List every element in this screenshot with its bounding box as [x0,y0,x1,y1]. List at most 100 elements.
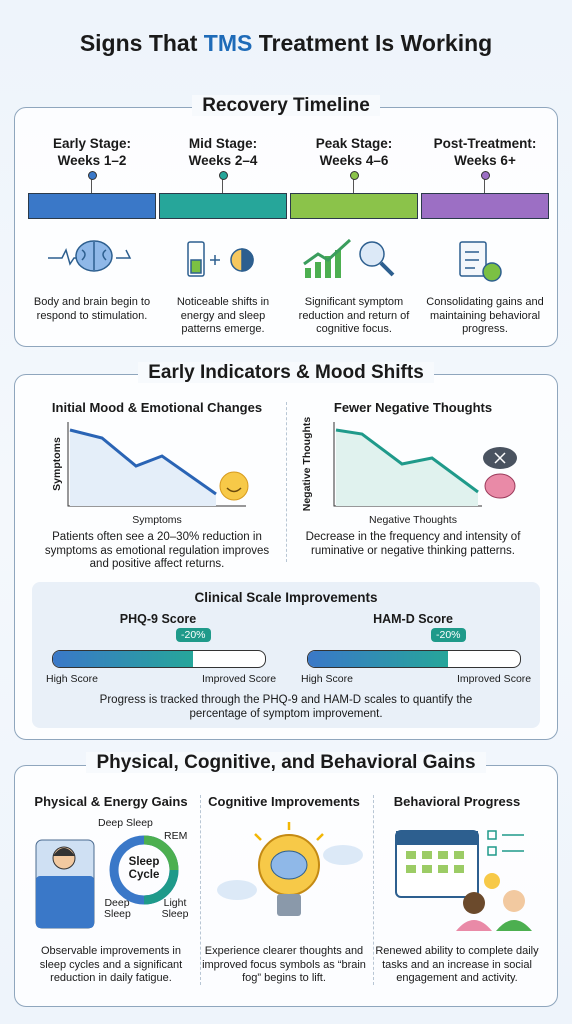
stage-bar [421,193,549,219]
icon-shape [143,835,179,871]
panel-text: Decrease in the frequency and intensity … [305,531,521,557]
divider [373,795,374,985]
x-axis-label: Symptoms [132,514,182,526]
behavior-illustration [395,830,532,931]
stage-weeks: Weeks 1–2 [57,153,127,168]
panel-text: Patients often see a 20–30% reduction in… [44,531,270,570]
icon-shape [270,850,308,880]
icon-shape [406,851,464,873]
icon-shape [459,241,487,277]
icon-shape [254,822,324,841]
scales-text: Progress is tracked through the PHQ-9 an… [99,694,473,720]
timeline-panel [14,107,558,347]
icon-shape [406,851,416,859]
sleep-illustration [35,835,179,929]
icon-shape [359,241,385,267]
icon-shape [70,430,216,506]
y-axis-label: Symptoms [51,437,63,491]
scale-bar [52,650,266,668]
icon-shape [305,250,341,278]
title-part: Signs That [79,30,198,56]
column-text: Observable improvements in sleep cycles … [39,945,183,984]
icon-shape [422,865,432,873]
scale-name: HAM-D Score [373,612,453,626]
icon-shape [379,261,395,277]
divider [286,402,287,562]
section-title-text: Physical, Cognitive, and Behavioral Gain… [86,752,486,773]
sleep-label: Deep Sleep [98,817,153,829]
sleep-label: Deep Sleep [104,897,131,920]
icon-shape [241,248,254,272]
stage-bar [28,193,156,219]
column-title: Behavioral Progress [393,794,521,809]
section-title-text: Early Indicators & Mood Shifts [138,362,434,383]
divider [200,795,201,985]
mood-chart [67,422,249,507]
x-axis-label: Negative Thoughts [369,514,457,526]
scale-fill [53,651,193,667]
icon-shape [81,242,107,270]
stage-dot [481,171,490,180]
stage-weeks: Weeks 6+ [454,153,516,168]
icon-shape [36,876,94,928]
sleep-label: Light Sleep [161,897,189,920]
y-axis-label: Negative Thoughts [301,416,313,512]
icon-shape [456,920,492,931]
icon-shape [482,262,502,282]
stage-weeks: Weeks 4–6 [319,153,389,168]
icon-shape [484,873,500,889]
title-highlight: TMS [203,30,253,56]
stage-name: Early Stage: [52,136,132,151]
icon-shape [463,892,485,914]
column-title: Physical & Energy Gains [34,794,188,809]
icon-shape [438,865,448,873]
panel-title: Initial Mood & Emotional Changes [51,400,263,415]
scale-right-label: Improved Score [202,673,277,685]
stage-dot [88,171,97,180]
stage-name: Peak Stage: [315,136,393,151]
icon-shape [454,851,464,859]
stage-connector [353,173,354,193]
icon-shape [336,430,478,506]
section-title: Early Indicators & Mood Shifts [0,362,572,384]
icon-shape [187,241,205,277]
icon-shape [335,428,479,494]
icon-shape [454,865,464,873]
icon-shape [396,831,478,845]
stage-text: Significant symptom reduction and return… [298,296,410,335]
icon-shape [277,894,301,916]
stage-icons [48,238,502,282]
stage-dot [350,171,359,180]
icon-shape [487,830,524,856]
page-title: Signs That TMS Treatment Is Working [0,30,572,57]
icon-shape [190,259,202,274]
stage-dot [219,171,228,180]
section-title: Physical, Cognitive, and Behavioral Gain… [0,752,572,774]
stage-connector [91,173,92,193]
icon-shape [143,869,179,905]
icon-shape [219,471,249,501]
icon-shape [465,251,479,269]
icon-shape [48,247,132,266]
icon-shape [496,920,532,931]
scale-right-label: Improved Score [457,673,532,685]
stage-name: Post-Treatment: [433,136,537,151]
bulb-illustration [217,822,363,916]
panel-title: Fewer Negative Thoughts [333,400,493,415]
stage-weeks: Weeks 2–4 [188,153,258,168]
icon-shape [303,238,352,266]
icon-shape [210,255,220,265]
icon-shape [323,845,363,865]
thoughts-chart [333,422,517,507]
scales-title: Clinical Scale Improvements [194,590,378,605]
scale-name: PHQ-9 Score [119,612,197,626]
sleep-center: Sleep Cycle [128,856,160,881]
icon-shape [406,865,416,873]
icon-shape [217,880,257,900]
section-title: Recovery Timeline [0,95,572,117]
stage-text: Noticeable shifts in energy and sleep pa… [176,296,270,335]
scale-bar [307,650,521,668]
icon-shape [422,851,432,859]
stage-connector [484,173,485,193]
